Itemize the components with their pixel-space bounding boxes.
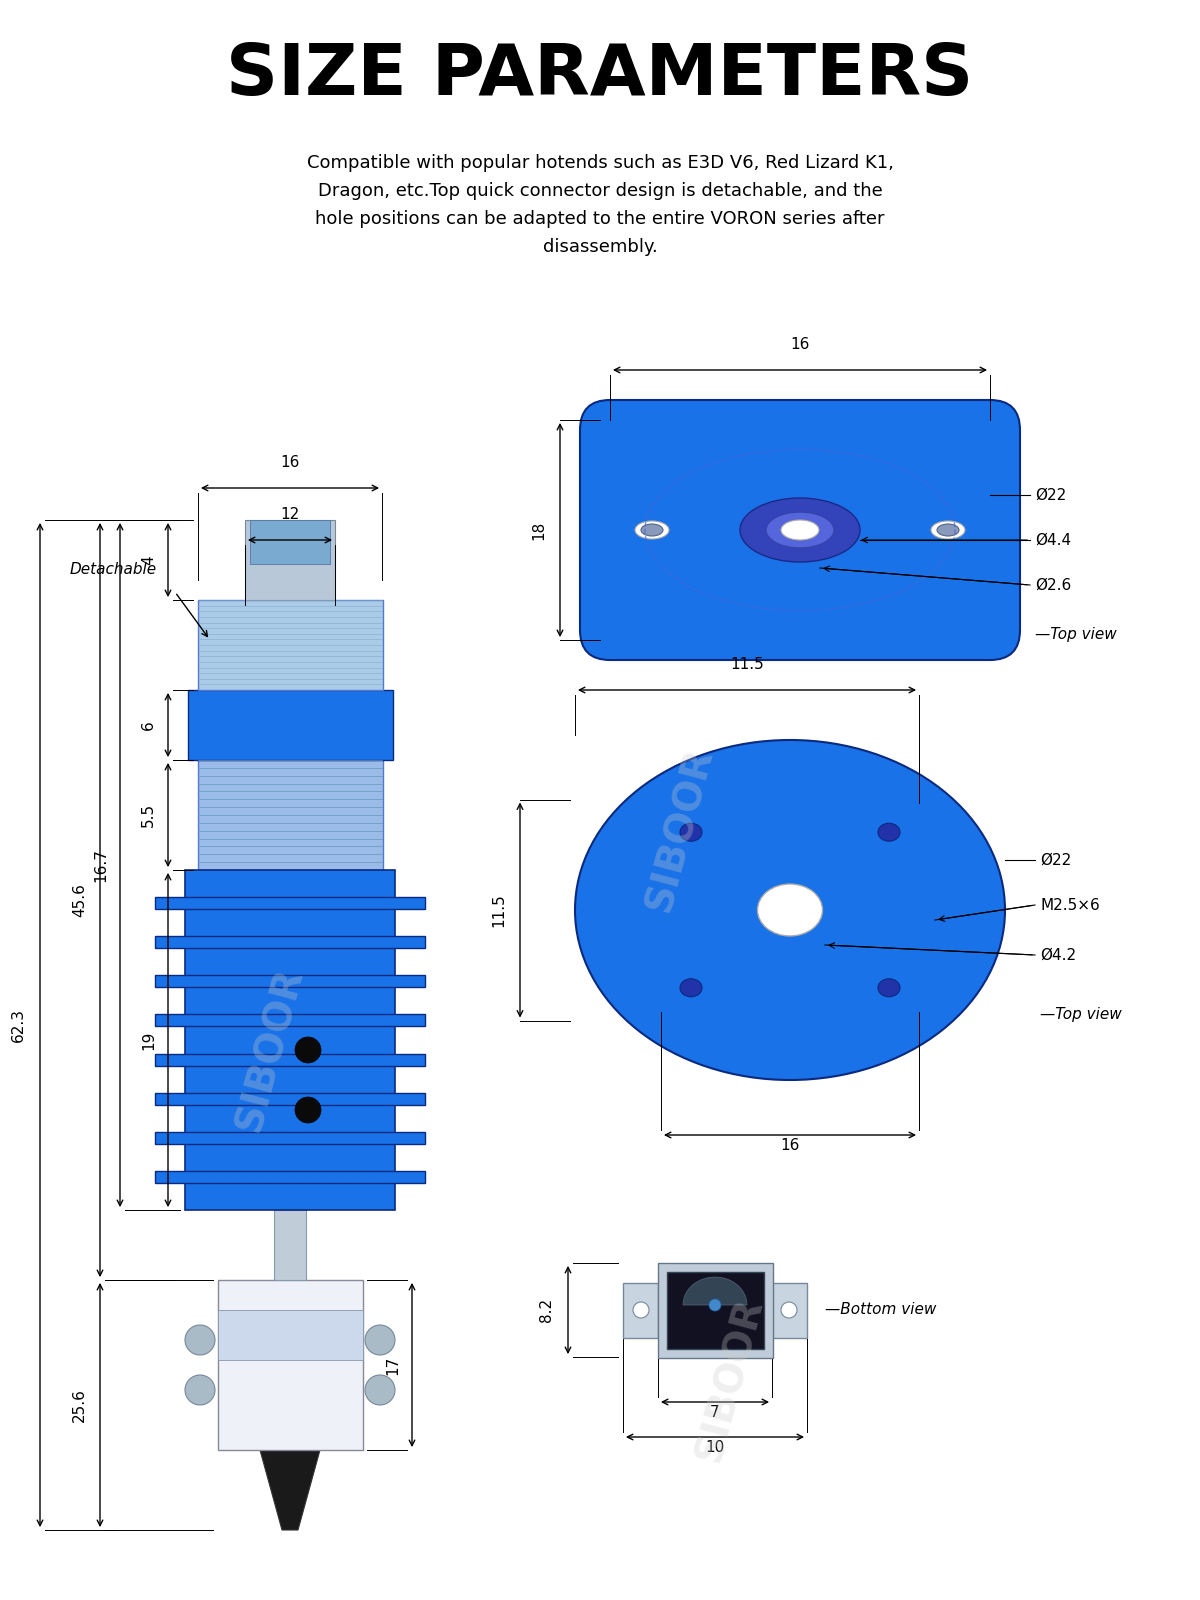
Text: —Top view: —Top view: [1034, 627, 1117, 643]
Text: 19: 19: [142, 1030, 156, 1050]
Text: Compatible with popular hotends such as E3D V6, Red Lizard K1,
Dragon, etc.Top q: Compatible with popular hotends such as …: [306, 154, 894, 256]
Bar: [667, 1272, 764, 1349]
Text: M2.5×6: M2.5×6: [1040, 898, 1099, 912]
Bar: [218, 1280, 364, 1450]
Bar: [198, 600, 383, 690]
Text: 17: 17: [385, 1355, 400, 1374]
Ellipse shape: [610, 430, 990, 630]
Text: Ø22: Ø22: [1040, 853, 1072, 867]
Ellipse shape: [635, 522, 670, 539]
Text: 16: 16: [791, 338, 810, 352]
Text: SIBOOR: SIBOOR: [640, 744, 720, 917]
Bar: [185, 870, 395, 1210]
Ellipse shape: [757, 883, 822, 936]
Circle shape: [295, 1098, 322, 1123]
Ellipse shape: [781, 520, 818, 541]
Text: 10: 10: [706, 1440, 725, 1454]
Text: 11.5: 11.5: [491, 893, 506, 926]
Ellipse shape: [766, 512, 834, 547]
Circle shape: [709, 1299, 721, 1310]
Text: 45.6: 45.6: [72, 883, 88, 917]
Bar: [155, 936, 425, 949]
Text: SIZE PARAMETERS: SIZE PARAMETERS: [227, 40, 973, 109]
Bar: [250, 520, 330, 565]
Text: 18: 18: [530, 520, 546, 539]
Text: 8.2: 8.2: [539, 1298, 554, 1322]
Ellipse shape: [680, 979, 702, 997]
Bar: [658, 1262, 773, 1358]
Bar: [155, 1171, 425, 1182]
Ellipse shape: [575, 739, 1006, 1080]
Text: 16.7: 16.7: [94, 848, 108, 882]
Ellipse shape: [740, 498, 860, 562]
Text: Ø4.2: Ø4.2: [1040, 947, 1076, 963]
Bar: [188, 690, 394, 760]
Text: 7: 7: [710, 1405, 720, 1421]
Ellipse shape: [878, 979, 900, 997]
Circle shape: [185, 1374, 215, 1405]
Text: Ø4.4: Ø4.4: [1034, 533, 1072, 547]
Bar: [623, 1283, 658, 1338]
Bar: [155, 898, 425, 909]
Text: 5.5: 5.5: [142, 803, 156, 827]
Bar: [155, 1093, 425, 1104]
Text: 16: 16: [780, 1138, 799, 1154]
Text: 25.6: 25.6: [72, 1389, 88, 1422]
Circle shape: [295, 1037, 322, 1062]
Circle shape: [365, 1374, 395, 1405]
Text: SIBOOR: SIBOOR: [690, 1294, 770, 1466]
Text: 6: 6: [142, 720, 156, 730]
Circle shape: [185, 1325, 215, 1355]
Bar: [274, 1210, 306, 1280]
Text: —Bottom view: —Bottom view: [826, 1302, 936, 1317]
Ellipse shape: [680, 824, 702, 842]
Circle shape: [634, 1302, 649, 1318]
Bar: [155, 976, 425, 987]
Bar: [218, 1310, 364, 1360]
Bar: [155, 1014, 425, 1027]
Text: 11.5: 11.5: [730, 658, 764, 672]
Text: 16: 16: [281, 454, 300, 470]
Circle shape: [781, 1302, 797, 1318]
Bar: [155, 1131, 425, 1144]
Text: SIBOOR: SIBOOR: [230, 963, 310, 1136]
Circle shape: [365, 1325, 395, 1355]
Text: 12: 12: [281, 507, 300, 522]
Bar: [772, 1283, 808, 1338]
Text: —Top view: —Top view: [1040, 1008, 1122, 1022]
Bar: [245, 520, 335, 600]
Text: 4: 4: [142, 555, 156, 565]
Bar: [198, 760, 383, 870]
Polygon shape: [260, 1450, 320, 1530]
Text: Detachable: Detachable: [70, 563, 157, 578]
Bar: [155, 1053, 425, 1066]
Polygon shape: [683, 1277, 746, 1306]
Ellipse shape: [931, 522, 965, 539]
Text: 62.3: 62.3: [11, 1008, 26, 1042]
Text: Ø2.6: Ø2.6: [1034, 578, 1072, 592]
Text: Ø22: Ø22: [1034, 488, 1067, 502]
Ellipse shape: [878, 824, 900, 842]
Ellipse shape: [641, 525, 662, 536]
Ellipse shape: [937, 525, 959, 536]
FancyBboxPatch shape: [580, 400, 1020, 659]
